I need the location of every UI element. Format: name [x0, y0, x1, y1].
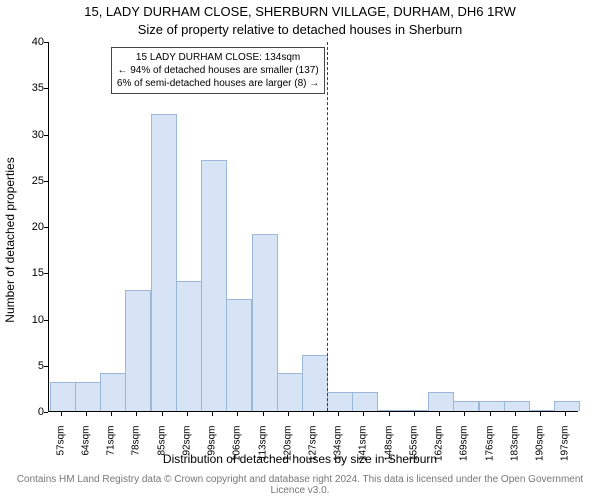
reference-line	[327, 42, 328, 411]
x-tick-mark	[187, 412, 188, 416]
y-tick-label: 0	[26, 406, 44, 418]
chart-title-address: 15, LADY DURHAM CLOSE, SHERBURN VILLAGE,…	[0, 4, 600, 19]
x-tick-label: 99sqm	[207, 426, 218, 466]
x-tick-mark	[86, 412, 87, 416]
x-tick-mark	[540, 412, 541, 416]
bar	[50, 382, 76, 411]
x-tick-mark	[490, 412, 491, 416]
x-tick-mark	[464, 412, 465, 416]
y-tick-mark	[44, 181, 48, 182]
bar	[378, 410, 404, 411]
footer-attribution: Contains HM Land Registry data © Crown c…	[0, 474, 600, 496]
y-tick-label: 25	[26, 175, 44, 187]
x-tick-label: 57sqm	[55, 426, 66, 466]
x-tick-label: 162sqm	[434, 426, 445, 466]
y-tick-mark	[44, 227, 48, 228]
y-tick-mark	[44, 273, 48, 274]
x-tick-mark	[338, 412, 339, 416]
bar	[327, 392, 353, 412]
bar	[529, 410, 555, 411]
y-tick-mark	[44, 88, 48, 89]
y-tick-mark	[44, 366, 48, 367]
x-tick-label: 113sqm	[257, 426, 268, 466]
x-tick-mark	[136, 412, 137, 416]
y-tick-label: 10	[26, 314, 44, 326]
x-tick-label: 85sqm	[156, 426, 167, 466]
x-tick-mark	[565, 412, 566, 416]
bar	[352, 392, 378, 412]
y-tick-label: 30	[26, 129, 44, 141]
x-tick-mark	[439, 412, 440, 416]
y-tick-label: 35	[26, 82, 44, 94]
x-tick-label: 155sqm	[408, 426, 419, 466]
bar	[453, 401, 479, 411]
plot-area: 15 LADY DURHAM CLOSE: 134sqm ← 94% of de…	[48, 42, 578, 412]
bar	[125, 290, 151, 411]
bar	[403, 410, 429, 411]
y-axis-label: Number of detached properties	[3, 157, 17, 322]
bar	[176, 281, 202, 412]
x-tick-label: 183sqm	[509, 426, 520, 466]
x-tick-label: 169sqm	[459, 426, 470, 466]
x-tick-mark	[237, 412, 238, 416]
bar	[554, 401, 580, 411]
bar	[226, 299, 252, 411]
x-tick-mark	[111, 412, 112, 416]
x-tick-label: 106sqm	[232, 426, 243, 466]
x-tick-label: 141sqm	[358, 426, 369, 466]
x-tick-mark	[288, 412, 289, 416]
x-tick-mark	[212, 412, 213, 416]
y-tick-label: 20	[26, 221, 44, 233]
y-tick-label: 15	[26, 267, 44, 279]
x-tick-mark	[162, 412, 163, 416]
bar	[302, 355, 328, 412]
y-tick-mark	[44, 412, 48, 413]
y-tick-mark	[44, 42, 48, 43]
x-tick-mark	[363, 412, 364, 416]
annotation-line1: 15 LADY DURHAM CLOSE: 134sqm	[117, 51, 319, 64]
x-tick-label: 197sqm	[560, 426, 571, 466]
x-tick-label: 78sqm	[131, 426, 142, 466]
x-tick-label: 176sqm	[484, 426, 495, 466]
x-tick-label: 92sqm	[181, 426, 192, 466]
chart-container: 15, LADY DURHAM CLOSE, SHERBURN VILLAGE,…	[0, 0, 600, 500]
annotation-line3: 6% of semi-detached houses are larger (8…	[117, 77, 319, 90]
x-tick-label: 120sqm	[282, 426, 293, 466]
bar	[201, 160, 227, 411]
x-tick-label: 148sqm	[383, 426, 394, 466]
x-tick-mark	[515, 412, 516, 416]
x-tick-label: 134sqm	[333, 426, 344, 466]
reference-annotation: 15 LADY DURHAM CLOSE: 134sqm ← 94% of de…	[111, 47, 325, 94]
x-tick-mark	[414, 412, 415, 416]
bar	[428, 392, 454, 412]
x-tick-mark	[61, 412, 62, 416]
bar	[277, 373, 303, 411]
x-tick-mark	[313, 412, 314, 416]
bar	[504, 401, 530, 411]
bar	[75, 382, 101, 411]
y-tick-mark	[44, 135, 48, 136]
bar	[252, 234, 278, 411]
x-tick-label: 190sqm	[535, 426, 546, 466]
bar	[151, 114, 177, 411]
x-tick-mark	[263, 412, 264, 416]
y-tick-label: 5	[26, 360, 44, 372]
x-tick-label: 127sqm	[308, 426, 319, 466]
bar	[100, 373, 126, 411]
x-tick-label: 71sqm	[106, 426, 117, 466]
chart-title-subtitle: Size of property relative to detached ho…	[0, 22, 600, 37]
annotation-line2: ← 94% of detached houses are smaller (13…	[117, 64, 319, 77]
x-tick-mark	[389, 412, 390, 416]
bar	[479, 401, 505, 411]
y-tick-mark	[44, 320, 48, 321]
y-tick-label: 40	[26, 36, 44, 48]
x-tick-label: 64sqm	[80, 426, 91, 466]
